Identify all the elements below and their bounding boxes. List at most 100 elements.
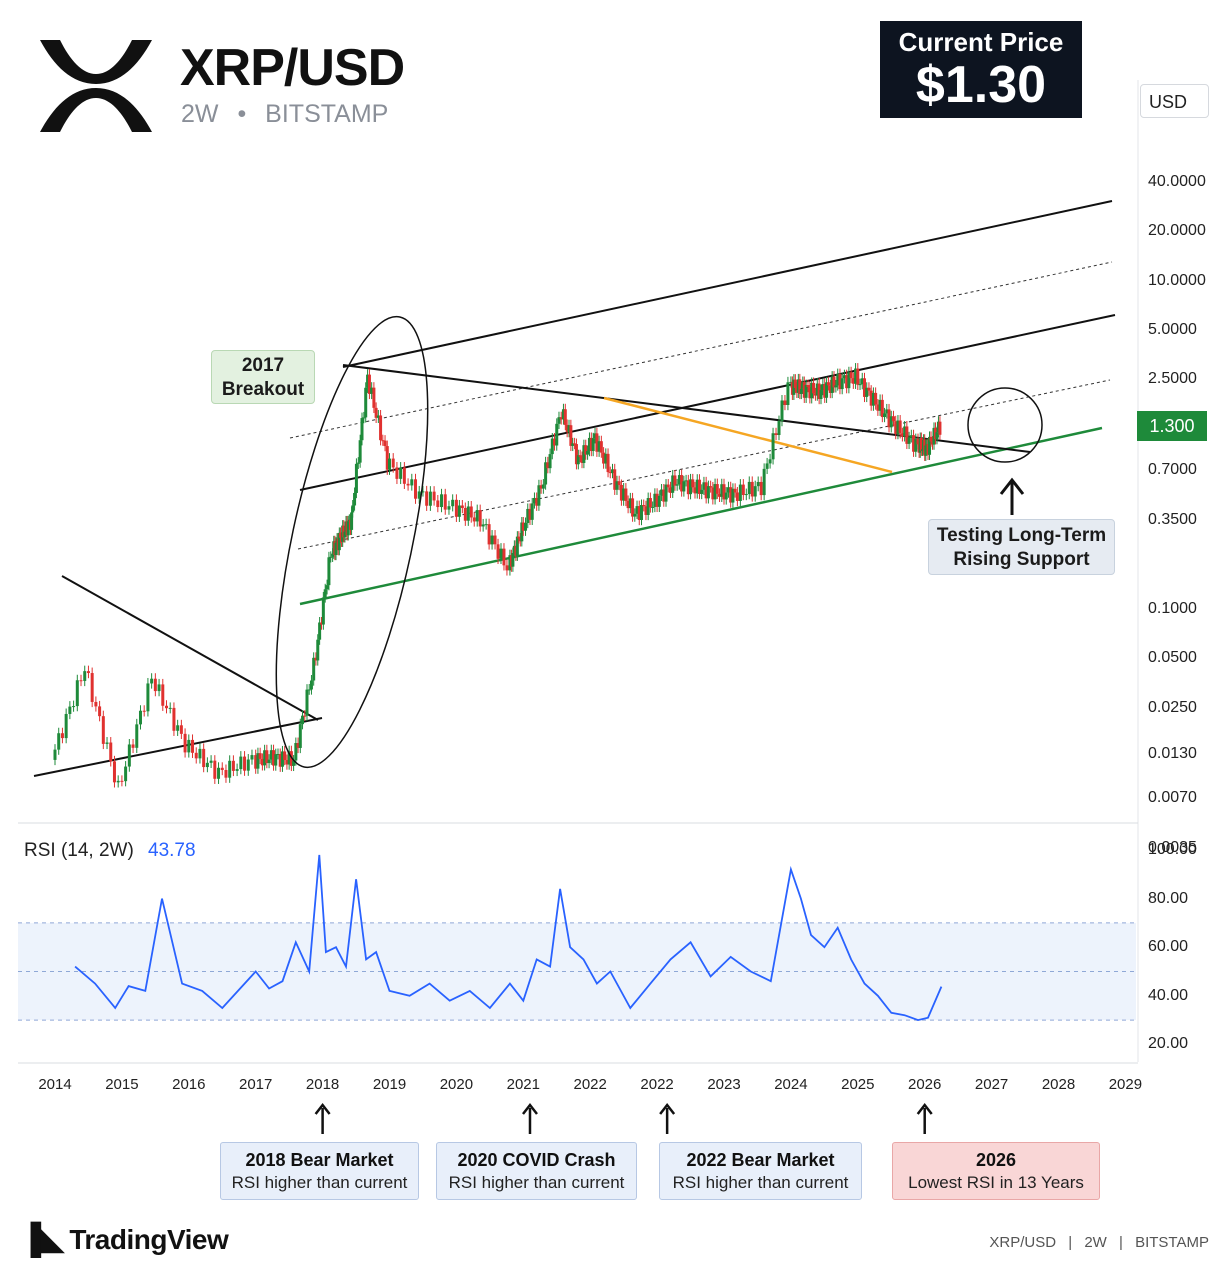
footer-symbol: XRP/USD: [989, 1234, 1057, 1251]
xrp-x-icon: [40, 40, 152, 132]
candle-body: [928, 436, 932, 455]
candle-body: [651, 506, 655, 508]
candle-body: [768, 459, 772, 464]
candle-body: [903, 426, 907, 437]
candle-body: [920, 449, 924, 451]
candle-body: [883, 413, 887, 418]
candle-body: [808, 387, 812, 399]
candle-body: [553, 438, 557, 446]
candle-body: [907, 437, 911, 444]
candle-body: [571, 443, 575, 446]
candle-body: [825, 382, 829, 398]
candle-body: [213, 760, 217, 779]
candle-body: [53, 749, 57, 760]
candle-body: [294, 743, 298, 761]
candle-body: [150, 678, 154, 684]
candle-body: [851, 378, 855, 384]
time-axis-tick: 2017: [239, 1076, 273, 1093]
candle-body: [777, 421, 781, 436]
candle-body: [935, 432, 939, 440]
candle-body: [662, 489, 666, 502]
price-axis-tick: 0.0035: [1148, 838, 1197, 856]
candle-body: [205, 762, 209, 768]
candle-body: [573, 443, 577, 445]
candle-body: [648, 498, 652, 508]
candle-body: [267, 759, 271, 764]
candle-body: [574, 444, 578, 465]
rsi-line: [74, 854, 943, 1022]
channel-dotted-upper: [289, 261, 1113, 439]
candle-body: [358, 440, 362, 463]
price-axis-tick: 10.0000: [1148, 271, 1206, 289]
candle-body: [157, 684, 161, 692]
candle-body: [836, 374, 840, 386]
candle-body: [388, 458, 391, 470]
symbol-subtitle: 2W • BITSTAMP: [181, 100, 388, 129]
candle-body: [231, 760, 235, 771]
candle-body: [720, 484, 724, 497]
note-2020-covid: 2020 COVID Crash RSI higher than current: [436, 1142, 637, 1200]
candle-body: [786, 382, 790, 406]
footer-exchange: BITSTAMP: [1135, 1234, 1209, 1251]
candle-body: [561, 409, 565, 420]
candle-body: [254, 755, 258, 769]
candle-body: [318, 622, 322, 640]
candle-body: [544, 462, 548, 485]
up-arrow-icon: [999, 477, 1025, 495]
candle-body: [475, 510, 479, 522]
candle-body: [804, 385, 808, 398]
candle-body: [198, 748, 202, 759]
candle-body: [499, 548, 503, 559]
candle-body: [521, 522, 525, 531]
candle-body: [292, 760, 296, 766]
candle-body: [840, 378, 844, 390]
candle-body: [606, 453, 610, 473]
candle-body: [611, 469, 614, 474]
candle-body: [406, 483, 410, 486]
candle-body: [856, 368, 860, 385]
currency-selector[interactable]: USD: [1140, 84, 1209, 118]
candle-body: [138, 710, 142, 725]
candle-body: [845, 375, 849, 389]
candle-body: [876, 404, 880, 411]
candle-body: [124, 766, 128, 782]
candle-body: [112, 761, 116, 783]
time-axis-tick: 2029: [1108, 1076, 1143, 1093]
long-term-support-line: [299, 426, 1103, 606]
candle-body: [276, 753, 280, 755]
time-axis-tick: 2022: [573, 1076, 607, 1093]
candle-body: [929, 436, 933, 442]
current-price-label: Current Price: [898, 27, 1064, 57]
candle-body: [693, 487, 697, 494]
candle-body: [537, 485, 541, 506]
candle-body: [541, 484, 545, 489]
candle-body: [591, 438, 595, 452]
candle-body: [428, 491, 432, 506]
candle-body: [655, 493, 659, 507]
candle-body: [490, 535, 494, 545]
candle-body: [774, 433, 778, 436]
candle-body: [753, 486, 757, 497]
candle-body: [689, 479, 693, 495]
support-test-circle: [967, 387, 1043, 463]
candle-body: [557, 417, 561, 424]
candle-body: [726, 487, 730, 493]
candle-body: [586, 451, 590, 455]
tradingview-logo[interactable]: ▐◣ TradingView: [20, 1222, 229, 1257]
candle-body: [260, 758, 264, 766]
candle-body: [246, 759, 250, 771]
candle-body: [865, 387, 869, 397]
candle-body: [595, 433, 599, 452]
candle-body: [321, 597, 325, 625]
candle-body: [176, 725, 180, 731]
candle-body: [587, 437, 591, 452]
price-axis-tick: 40.0000: [1148, 172, 1206, 190]
price-axis-tick: 5.0000: [1148, 320, 1197, 338]
rsi-value: 43.78: [148, 840, 196, 861]
candle-body: [457, 505, 461, 517]
candle-body: [220, 767, 224, 771]
candle-body: [576, 455, 580, 465]
candle-body: [417, 491, 421, 499]
price-axis-tick: 20.0000: [1148, 222, 1206, 240]
